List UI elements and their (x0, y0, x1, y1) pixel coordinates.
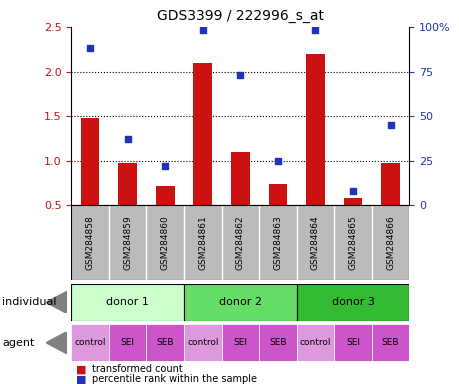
Point (236, 72, 244, 78)
Bar (184, 324, 221, 361)
Text: GSM284858: GSM284858 (85, 215, 95, 270)
Bar (156, 186, 174, 205)
Text: SEB: SEB (381, 338, 398, 347)
Text: SEB: SEB (156, 338, 174, 347)
Point (199, 27, 206, 33)
Text: SEI: SEI (120, 338, 134, 347)
Text: percentile rank within the sample: percentile rank within the sample (92, 374, 257, 384)
Bar (80, 118, 99, 205)
Text: SEB: SEB (269, 338, 286, 347)
Point (274, 158, 281, 164)
Text: donor 2: donor 2 (218, 297, 261, 308)
Text: SEI: SEI (233, 338, 247, 347)
Text: donor 1: donor 1 (106, 297, 149, 308)
Point (161, 163, 168, 169)
Polygon shape (46, 291, 67, 313)
Text: ■: ■ (76, 364, 86, 374)
Text: GSM284859: GSM284859 (123, 215, 132, 270)
Point (124, 136, 131, 142)
Point (386, 122, 393, 128)
Text: GSM284865: GSM284865 (348, 215, 357, 270)
Bar (146, 324, 184, 361)
Text: GSM284864: GSM284864 (310, 215, 319, 270)
Title: GDS3399 / 222996_s_at: GDS3399 / 222996_s_at (157, 9, 323, 23)
Bar (193, 63, 212, 205)
Bar (230, 152, 249, 205)
Bar (258, 324, 296, 361)
Point (349, 188, 356, 194)
Text: GSM284862: GSM284862 (235, 215, 244, 270)
Bar (221, 324, 258, 361)
Text: ■: ■ (76, 374, 86, 384)
Text: GSM284861: GSM284861 (198, 215, 207, 270)
Bar (296, 284, 409, 321)
Bar (305, 54, 324, 205)
Bar (268, 184, 287, 205)
Text: control: control (187, 338, 218, 347)
Text: GSM284860: GSM284860 (160, 215, 169, 270)
Polygon shape (46, 332, 67, 354)
Text: transformed count: transformed count (92, 364, 182, 374)
Bar (184, 284, 296, 321)
Text: GSM284863: GSM284863 (273, 215, 282, 270)
Bar (381, 164, 399, 205)
Text: agent: agent (2, 338, 34, 348)
Text: control: control (299, 338, 330, 347)
Text: donor 3: donor 3 (331, 297, 374, 308)
Bar (109, 324, 146, 361)
Point (311, 27, 319, 33)
Bar (343, 198, 362, 205)
Bar (334, 324, 371, 361)
Bar (371, 324, 409, 361)
Text: GSM284866: GSM284866 (385, 215, 394, 270)
Text: SEI: SEI (345, 338, 359, 347)
Bar (71, 284, 184, 321)
Bar (296, 324, 334, 361)
Bar (71, 324, 109, 361)
Text: control: control (74, 338, 106, 347)
Point (86, 45, 94, 51)
Text: individual: individual (2, 297, 56, 308)
Bar (118, 164, 137, 205)
